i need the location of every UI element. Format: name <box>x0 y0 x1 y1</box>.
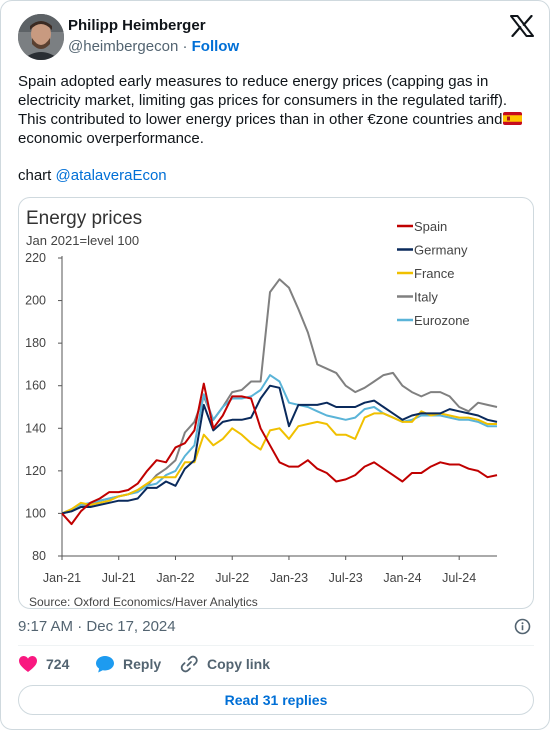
legend-label: Eurozone <box>414 313 470 328</box>
chart-subtitle: Jan 2021=level 100 <box>26 233 139 248</box>
tweet-date: Dec 17, 2024 <box>86 618 176 635</box>
avatar[interactable] <box>18 14 64 60</box>
read-replies-button[interactable]: Read 31 replies <box>18 685 534 715</box>
x-logo-icon[interactable] <box>510 14 534 38</box>
y-tick-label: 120 <box>25 464 46 478</box>
chart-title: Energy prices <box>26 208 142 229</box>
author-handle[interactable]: @heimbergecon <box>68 38 179 55</box>
spain-flag-icon <box>503 111 523 125</box>
chart-credit: chart @atalaveraEcon <box>18 167 167 184</box>
credit-mention-link[interactable]: @atalaveraEcon <box>55 167 167 184</box>
credit-prefix: chart <box>18 167 56 184</box>
chart-source: Source: Oxford Economics/Haver Analytics <box>29 595 258 609</box>
y-tick-label: 100 <box>25 506 46 520</box>
y-tick-label: 180 <box>25 336 46 350</box>
series-line-eurozone <box>61 374 497 515</box>
x-tick-label: Jul-22 <box>215 571 249 585</box>
like-count: 724 <box>46 656 70 672</box>
copy-link-button[interactable]: Copy link <box>179 655 270 673</box>
legend-label: France <box>414 266 454 281</box>
follow-button[interactable]: Follow <box>191 38 240 55</box>
tweet-text-main: Spain adopted early measures to reduce e… <box>18 73 508 128</box>
legend-label: Italy <box>414 290 438 305</box>
heart-icon <box>19 656 37 672</box>
info-icon[interactable] <box>514 618 531 635</box>
tweet-time: 9:17 AM <box>18 618 74 635</box>
legend-label: Spain <box>414 219 447 234</box>
divider <box>18 645 534 646</box>
x-tick-label: Jan-23 <box>270 571 308 585</box>
like-button[interactable]: 724 <box>18 655 69 673</box>
series-line-spain <box>61 382 498 526</box>
tweet-text: Spain adopted early measures to reduce e… <box>18 72 536 148</box>
x-tick-label: Jan-24 <box>383 571 421 585</box>
handle-separator: · <box>182 38 188 55</box>
copy-link-label: Copy link <box>207 656 271 672</box>
reply-button[interactable]: Reply <box>95 655 161 673</box>
y-tick-label: 220 <box>25 251 46 265</box>
chart-legend: Spain Germany France Italy Eurozone <box>397 219 470 328</box>
tweet-timestamp[interactable]: 9:17 AM · Dec 17, 2024 <box>18 618 176 635</box>
reply-bubble-icon <box>96 656 114 673</box>
x-tick-label: Jul-24 <box>442 571 476 585</box>
y-tick-label: 200 <box>25 294 46 308</box>
x-tick-label: Jan-22 <box>156 571 194 585</box>
reply-label: Reply <box>123 656 162 672</box>
x-tick-label: Jul-23 <box>329 571 363 585</box>
chart-axes: 80 100 120 140 160 180 200 220 Jan-21 Jul-21 Jan-2… <box>25 251 497 585</box>
legend-label: Germany <box>414 243 468 258</box>
energy-prices-chart: Energy prices Jan 2021=level 100 Source:… <box>25 208 498 609</box>
y-tick-label: 140 <box>25 421 46 435</box>
author-handle-row: @heimbergecon · Follow <box>68 38 239 55</box>
link-icon <box>180 655 198 673</box>
y-tick-label: 80 <box>32 549 46 563</box>
tweet-text-end: economic overperformance. <box>18 130 204 147</box>
series-line-germany <box>61 384 498 515</box>
chart-lines <box>61 278 498 526</box>
y-tick-label: 160 <box>25 379 46 393</box>
author-name[interactable]: Philipp Heimberger <box>68 17 206 34</box>
meta-separator: · <box>77 618 83 635</box>
x-tick-label: Jan-21 <box>43 571 81 585</box>
chart-image[interactable]: Energy prices Jan 2021=level 100 Source:… <box>18 197 534 609</box>
x-tick-label: Jul-21 <box>102 571 136 585</box>
